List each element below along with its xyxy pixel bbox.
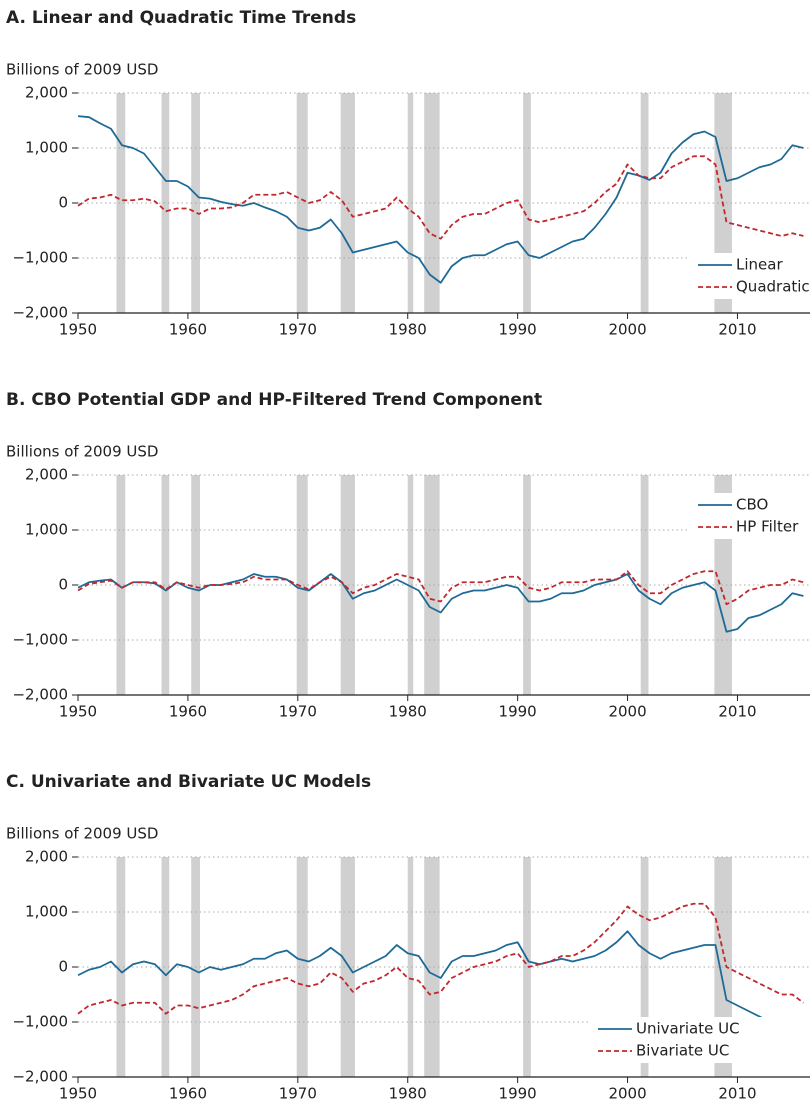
recession-band — [640, 475, 649, 695]
y-tick-label: 1,000 — [25, 139, 68, 157]
x-tick-label: 2010 — [718, 321, 756, 339]
recession-band — [407, 857, 414, 1077]
legend-label: Linear — [736, 256, 783, 274]
y-tick-label: 2,000 — [25, 84, 68, 102]
x-tick-label: 1970 — [279, 321, 317, 339]
recession-band — [407, 93, 414, 313]
recession-band — [161, 93, 170, 313]
x-tick-label: 1970 — [279, 703, 317, 721]
x-tick-label: 2000 — [608, 1085, 646, 1103]
x-tick-label: 1980 — [389, 321, 427, 339]
x-tick-label: 1970 — [279, 1085, 317, 1103]
x-tick-label: 2010 — [718, 1085, 756, 1103]
series-line — [77, 115, 804, 284]
recession-band — [523, 93, 531, 313]
recession-band — [296, 93, 308, 313]
x-tick-label: 1990 — [499, 703, 537, 721]
y-tick-label: −1,000 — [12, 1013, 68, 1031]
recession-band — [640, 857, 649, 1077]
recession-band — [116, 93, 126, 313]
y-tick-label: −1,000 — [12, 631, 68, 649]
recession-band — [424, 93, 440, 313]
recession-band — [640, 93, 649, 313]
series-line — [77, 573, 804, 633]
recession-band — [523, 475, 531, 695]
legend-box — [690, 493, 810, 539]
y-tick-label: −1,000 — [12, 249, 68, 267]
y-tick-label: 1,000 — [25, 521, 68, 539]
x-tick-label: 1980 — [389, 703, 427, 721]
x-tick-label: 2000 — [608, 321, 646, 339]
x-tick-label: 2000 — [608, 703, 646, 721]
recession-band — [116, 475, 126, 695]
recession-band — [424, 857, 440, 1077]
x-tick-label: 1960 — [169, 703, 207, 721]
series-line — [77, 930, 804, 1045]
panel: A. Linear and Quadratic Time Trends Billi… — [6, 8, 810, 339]
x-tick-label: 2010 — [718, 703, 756, 721]
x-tick-label: 1960 — [169, 321, 207, 339]
y-tick-label: 1,000 — [25, 903, 68, 921]
legend-label: HP Filter — [736, 518, 799, 536]
y-tick-label: −2,000 — [12, 1068, 68, 1086]
panel: B. CBO Potential GDP and HP-Filtered Tre… — [6, 390, 810, 721]
recession-band — [161, 475, 170, 695]
recession-band — [116, 857, 126, 1077]
series-line — [77, 155, 804, 240]
recession-band — [424, 475, 440, 695]
x-tick-label: 1950 — [59, 703, 97, 721]
legend-label: Univariate UC — [636, 1020, 740, 1038]
y-tick-label: 2,000 — [25, 848, 68, 866]
x-tick-label: 1960 — [169, 1085, 207, 1103]
y-axis-label: Billions of 2009 USD — [6, 61, 158, 79]
legend-box — [690, 253, 810, 299]
panel-title: C. Univariate and Bivariate UC Models — [6, 772, 371, 792]
legend-label: CBO — [736, 496, 768, 514]
recession-band — [296, 857, 308, 1077]
series-line — [77, 902, 804, 1015]
recession-band — [161, 857, 170, 1077]
y-axis-label: Billions of 2009 USD — [6, 825, 158, 843]
y-axis-label: Billions of 2009 USD — [6, 443, 158, 461]
y-tick-label: 0 — [58, 194, 68, 212]
legend-label: Bivariate UC — [636, 1042, 729, 1060]
x-tick-label: 1950 — [59, 321, 97, 339]
x-tick-label: 1990 — [499, 1085, 537, 1103]
legend-label: Quadratic — [736, 278, 810, 296]
y-tick-label: 0 — [58, 576, 68, 594]
recession-band — [407, 475, 414, 695]
y-tick-label: −2,000 — [12, 304, 68, 322]
x-tick-label: 1990 — [499, 321, 537, 339]
legend-box — [590, 1017, 810, 1063]
recession-band — [523, 857, 531, 1077]
panel: C. Univariate and Bivariate UC Models Bil… — [6, 772, 810, 1103]
panel-title: A. Linear and Quadratic Time Trends — [6, 8, 356, 28]
x-tick-label: 1980 — [389, 1085, 427, 1103]
panel-title: B. CBO Potential GDP and HP-Filtered Tre… — [6, 390, 542, 410]
series-line — [77, 570, 804, 606]
y-tick-label: 2,000 — [25, 466, 68, 484]
x-tick-label: 1950 — [59, 1085, 97, 1103]
y-tick-label: 0 — [58, 958, 68, 976]
recession-band — [296, 475, 308, 695]
y-tick-label: −2,000 — [12, 686, 68, 704]
